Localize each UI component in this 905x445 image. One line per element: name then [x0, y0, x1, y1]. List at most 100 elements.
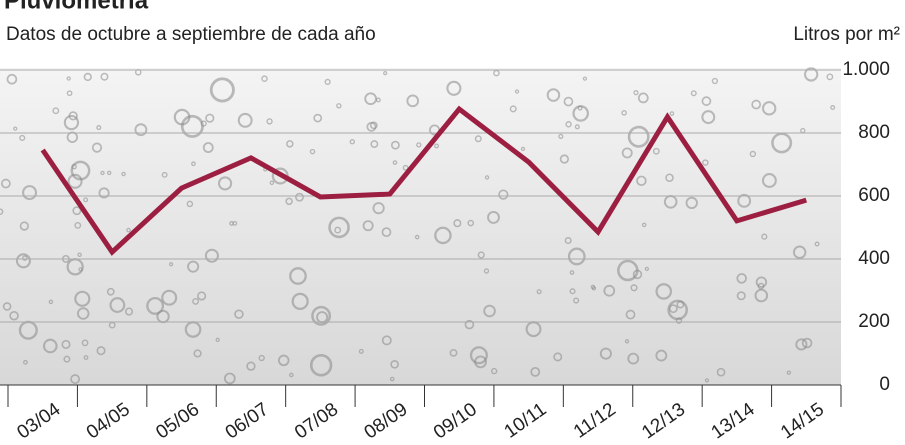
drop [630, 284, 638, 292]
drop [74, 221, 82, 229]
y-axis-label: Litros por m² [793, 24, 900, 45]
drop [161, 171, 168, 178]
drop [536, 289, 542, 295]
drop [83, 72, 92, 82]
drop [246, 361, 256, 371]
drop [237, 112, 253, 128]
drop [392, 160, 398, 165]
chart-title: Pluviometría [4, 0, 149, 14]
drop [621, 147, 633, 159]
drop [381, 335, 392, 346]
drop [383, 71, 388, 76]
drop [126, 227, 131, 233]
drop [737, 193, 752, 208]
drop [590, 284, 596, 290]
drop [204, 248, 219, 263]
drop [19, 221, 29, 231]
drop [19, 134, 26, 141]
drop [168, 262, 174, 267]
drop [100, 72, 109, 81]
drop [66, 90, 73, 97]
drop [652, 147, 660, 155]
x-tick-label: 05/06 [152, 399, 203, 443]
drop [558, 133, 564, 139]
drop [22, 255, 28, 261]
drop [498, 189, 509, 200]
drop [453, 219, 462, 228]
rain-drops [0, 67, 836, 385]
drop [546, 88, 561, 102]
drop [464, 319, 475, 330]
drop [603, 284, 616, 297]
x-tick-label: 04/05 [83, 399, 134, 443]
drop [68, 111, 78, 121]
drop [665, 173, 674, 183]
drop [381, 227, 392, 238]
drop [563, 96, 574, 107]
drop [483, 268, 490, 274]
drop [704, 378, 710, 383]
drop [483, 304, 496, 318]
drop [569, 270, 575, 275]
drop [389, 376, 395, 382]
drop [146, 296, 165, 315]
drop [106, 170, 112, 176]
drop [761, 173, 777, 188]
drop [66, 76, 71, 81]
drop [624, 339, 630, 344]
drop [70, 374, 81, 384]
drop [469, 346, 488, 365]
drop [701, 110, 716, 125]
drop [291, 292, 309, 310]
drop [0, 208, 4, 216]
drop [223, 372, 236, 385]
x-tick-label: 11/12 [570, 399, 620, 443]
drop [77, 307, 90, 320]
drop [761, 233, 768, 240]
drop [553, 352, 563, 362]
drop [81, 339, 89, 347]
drop [559, 154, 569, 164]
drop [106, 287, 115, 296]
drop [161, 289, 178, 306]
drop [749, 150, 757, 158]
drop [0, 178, 11, 189]
drop [13, 126, 18, 131]
drop [644, 266, 650, 272]
drop [63, 355, 71, 363]
drop [446, 80, 462, 96]
drop [826, 73, 834, 81]
drop [96, 346, 106, 356]
drop [514, 89, 520, 94]
drop [633, 90, 639, 96]
drop [215, 337, 220, 343]
drop [98, 187, 110, 199]
drop [564, 236, 572, 245]
y-tick-label: 200 [858, 311, 890, 332]
x-tick-label: 08/09 [361, 399, 412, 443]
drop [349, 139, 356, 145]
drop [667, 299, 688, 321]
drop [433, 143, 439, 149]
drop [15, 253, 31, 269]
drop [690, 90, 697, 97]
drop [313, 113, 323, 123]
drop [83, 197, 89, 203]
drop [192, 297, 200, 305]
drop [229, 221, 234, 226]
drop [716, 367, 726, 377]
drop [573, 297, 580, 304]
drop [569, 288, 576, 295]
drop [205, 113, 215, 123]
drop [369, 121, 378, 130]
drop [109, 297, 126, 313]
drop [121, 171, 126, 177]
drop [209, 77, 235, 103]
drop [234, 309, 244, 319]
drop [530, 366, 541, 377]
drop [186, 200, 194, 208]
drop [390, 360, 399, 369]
drop [309, 148, 316, 155]
drop [702, 159, 709, 166]
